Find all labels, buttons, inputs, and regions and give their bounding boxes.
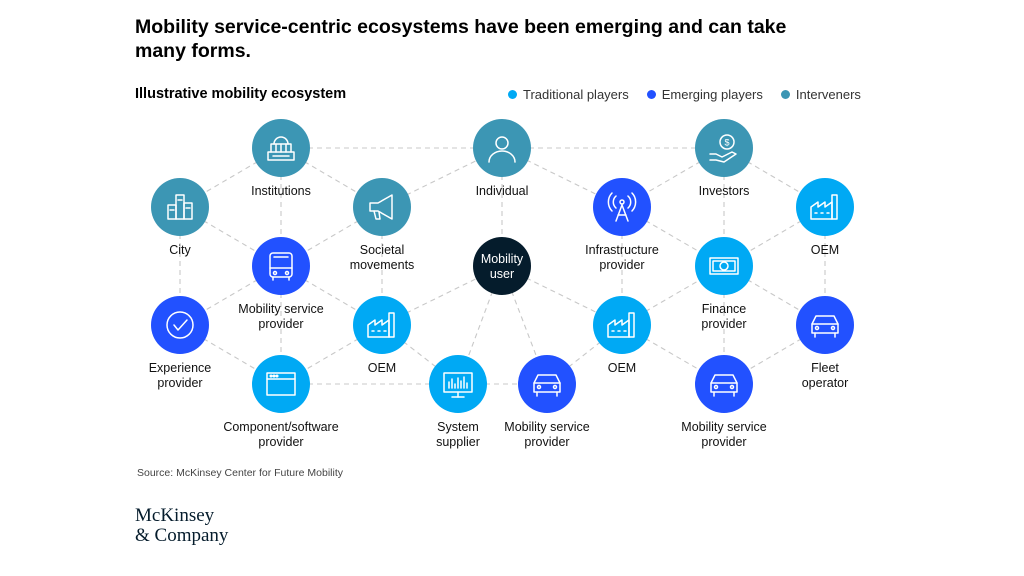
node-label: Institutions: [251, 184, 311, 198]
node-circle: [353, 178, 411, 236]
node-circle: [252, 237, 310, 295]
legend-item-interveners: Interveners: [780, 87, 861, 102]
node-label: provider: [524, 435, 569, 449]
node-label: provider: [258, 317, 303, 331]
node-circle: [518, 355, 576, 413]
node-institutions: Institutions: [251, 119, 311, 198]
node-label: provider: [157, 376, 202, 390]
logo-line-2: & Company: [135, 525, 229, 546]
node-oem-mid: OEM: [593, 296, 651, 375]
connection-line: [546, 324, 623, 385]
factory-icon: [367, 312, 395, 338]
node-label: movements: [350, 258, 415, 272]
svg-text:$: $: [724, 138, 729, 148]
node-label: Experience: [149, 361, 212, 375]
building-columns-icon: [267, 136, 295, 161]
diagram-subtitle: Illustrative mobility ecosystem: [135, 86, 347, 102]
connection-line: [381, 324, 459, 385]
legend-label: Interveners: [795, 87, 861, 102]
node-label: user: [490, 267, 514, 281]
node-circle: [695, 237, 753, 295]
node-label: System: [437, 420, 479, 434]
monitor-chart-icon: [443, 372, 473, 398]
node-circle: [473, 119, 531, 177]
car-icon: [533, 374, 561, 397]
node-circle: [252, 355, 310, 413]
node-individual: Individual: [473, 119, 531, 198]
node-label: Infrastructure: [585, 243, 659, 257]
node-label: supplier: [436, 435, 480, 449]
factory-icon: [607, 312, 635, 338]
megaphone-icon: [369, 194, 393, 220]
node-label: provider: [701, 317, 746, 331]
node-label: Societal: [360, 243, 404, 257]
banknote-icon: [709, 257, 739, 275]
legend-dot-icon: [508, 90, 517, 99]
antenna-tower-icon: [607, 192, 637, 222]
legend-dot-icon: [780, 90, 790, 99]
node-label: Individual: [476, 184, 529, 198]
node-label: Mobility service: [504, 420, 589, 434]
browser-window-icon: [266, 372, 296, 396]
company-logo: McKinsey & Company: [135, 506, 228, 546]
node-oem-top: OEM: [796, 178, 854, 257]
legend-label: Traditional players: [523, 87, 629, 102]
legend-item-emerging: Emerging players: [646, 87, 763, 102]
node-label: City: [169, 243, 191, 257]
page-title: Mobility service-centric ecosystems have…: [135, 16, 787, 62]
bus-icon: [269, 252, 293, 281]
source-note: Source: McKinsey Center for Future Mobil…: [137, 467, 343, 479]
node-label: Fleet: [811, 361, 839, 375]
legend-label: Emerging players: [661, 87, 763, 102]
factory-icon: [810, 194, 838, 220]
node-circle: [473, 237, 531, 295]
legend: Traditional players Emerging players Int…: [508, 87, 861, 102]
node-label: provider: [258, 435, 303, 449]
node-label: Mobility service: [238, 302, 323, 316]
node-label: operator: [802, 376, 849, 390]
node-label: OEM: [368, 361, 396, 375]
node-label: provider: [599, 258, 644, 272]
city-buildings-icon: [167, 194, 193, 220]
node-label: Investors: [699, 184, 750, 198]
car-icon: [811, 315, 839, 338]
legend-dot-icon: [646, 90, 656, 99]
nodes-layer: Institutions Individual $ Investors City Soci…: [149, 119, 854, 449]
node-circle: [151, 296, 209, 354]
legend-item-traditional: Traditional players: [508, 87, 629, 102]
node-label: provider: [701, 435, 746, 449]
node-label: Component/software: [223, 420, 338, 434]
node-oem-left: OEM: [353, 296, 411, 375]
node-label: Mobility: [481, 252, 524, 266]
node-label: OEM: [811, 243, 839, 257]
person-icon: [488, 136, 516, 163]
node-investors: $ Investors: [695, 119, 753, 198]
hand-dollar-icon: $: [709, 134, 737, 163]
node-city: City: [151, 178, 209, 257]
node-label: OEM: [608, 361, 636, 375]
node-label: Mobility service: [681, 420, 766, 434]
checkmark-icon: [166, 311, 194, 339]
logo-line-1: McKinsey: [135, 505, 215, 526]
car-icon: [710, 374, 738, 397]
node-label: Finance: [702, 302, 747, 316]
node-circle: [695, 355, 753, 413]
node-circle: [796, 296, 854, 354]
node-circle: [151, 178, 209, 236]
